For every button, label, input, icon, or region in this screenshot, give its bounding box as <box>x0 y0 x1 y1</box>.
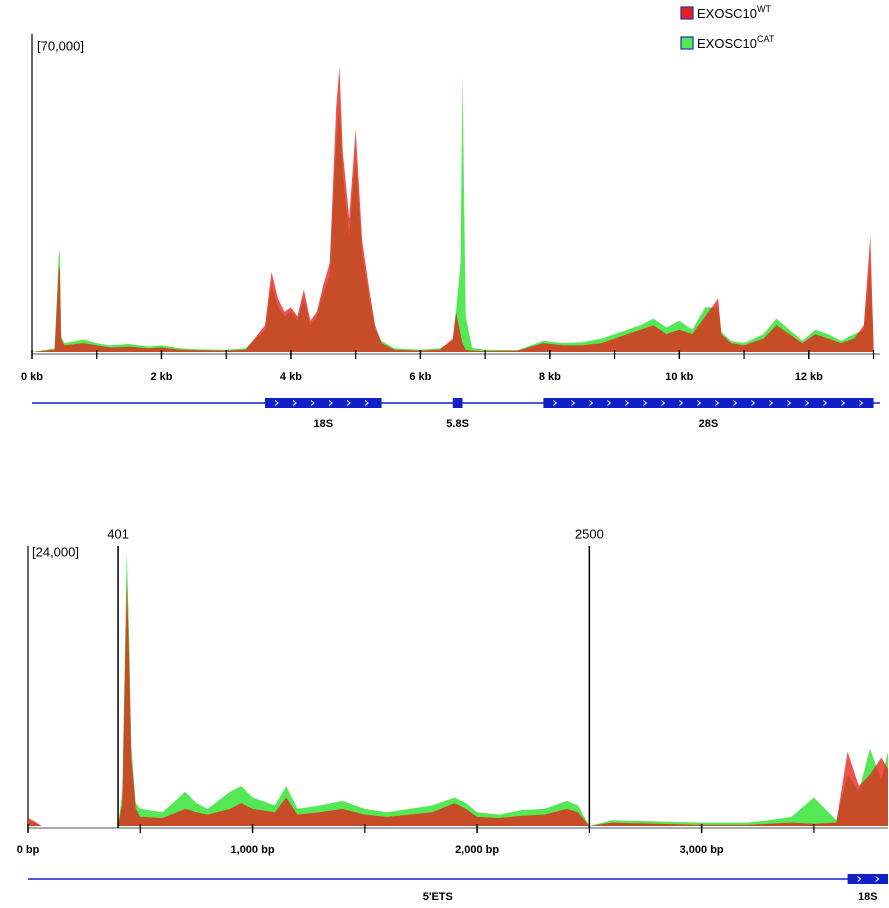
strand-arrow <box>679 400 684 406</box>
x-tick-label: 2 kb <box>150 371 172 383</box>
coverage-area <box>28 580 888 826</box>
strand-arrow <box>715 400 720 406</box>
strand-arrow <box>553 400 558 406</box>
strand-arrow <box>875 876 880 882</box>
x-tick-label: 0 bp <box>17 844 40 856</box>
strand-arrow <box>733 400 738 406</box>
strand-arrow <box>625 400 630 406</box>
legend-name: EXOSC10 <box>697 6 757 21</box>
strand-arrow <box>857 876 862 882</box>
strand-arrow <box>364 400 369 406</box>
x-tick-label: 1,000 bp <box>231 844 275 856</box>
x-tick-label: 12 kb <box>795 371 823 383</box>
strand-arrow <box>805 400 810 406</box>
strand-arrow <box>310 400 315 406</box>
strand-arrow <box>823 400 828 406</box>
x-tick-label: 3,000 bp <box>680 844 724 856</box>
gene-feature <box>265 398 382 408</box>
gene-feature <box>847 874 888 884</box>
feature-label: 18S <box>858 891 878 903</box>
coverage-area <box>28 552 888 826</box>
range-label: [70,000] <box>37 38 84 53</box>
strand-arrow <box>859 400 864 406</box>
strand-arrow <box>292 400 297 406</box>
feature-label: 5'ETS <box>423 891 453 903</box>
strand-arrow <box>841 400 846 406</box>
marker-label: 2500 <box>575 526 604 541</box>
x-tick-label: 4 kb <box>280 371 302 383</box>
strand-arrow <box>589 400 594 406</box>
strand-arrow <box>607 400 612 406</box>
coverage-area <box>32 75 874 353</box>
feature-label: 5.8S <box>446 418 469 430</box>
gene-feature <box>452 398 463 408</box>
strand-arrow <box>787 400 792 406</box>
strand-arrow <box>751 400 756 406</box>
strand-arrow <box>571 400 576 406</box>
strand-arrow <box>328 400 333 406</box>
strand-arrow <box>661 400 666 406</box>
legend-superscript: WT <box>757 4 771 14</box>
legend-entry: EXOSC10WT <box>697 4 771 21</box>
strand-arrow <box>346 400 351 406</box>
gene-feature <box>543 398 874 408</box>
x-tick-label: 0 kb <box>21 371 43 383</box>
strand-arrow <box>274 400 279 406</box>
legend-superscript: CAT <box>757 34 775 44</box>
x-tick-label: 2,000 bp <box>455 844 499 856</box>
strand-arrow <box>769 400 774 406</box>
legend-swatch <box>680 36 694 50</box>
x-tick-label: 10 kb <box>665 371 693 383</box>
legend-name: EXOSC10 <box>697 36 757 51</box>
coverage-area <box>32 66 874 352</box>
legend-swatch <box>680 6 694 20</box>
range-label: [24,000] <box>32 544 79 559</box>
x-tick-label: 8 kb <box>539 371 561 383</box>
x-tick-label: 6 kb <box>409 371 431 383</box>
marker-label: 401 <box>107 526 129 541</box>
feature-label: 18S <box>314 418 334 430</box>
legend-entry: EXOSC10CAT <box>697 34 775 51</box>
strand-arrow <box>697 400 702 406</box>
strand-arrow <box>643 400 648 406</box>
feature-label: 28S <box>699 418 719 430</box>
